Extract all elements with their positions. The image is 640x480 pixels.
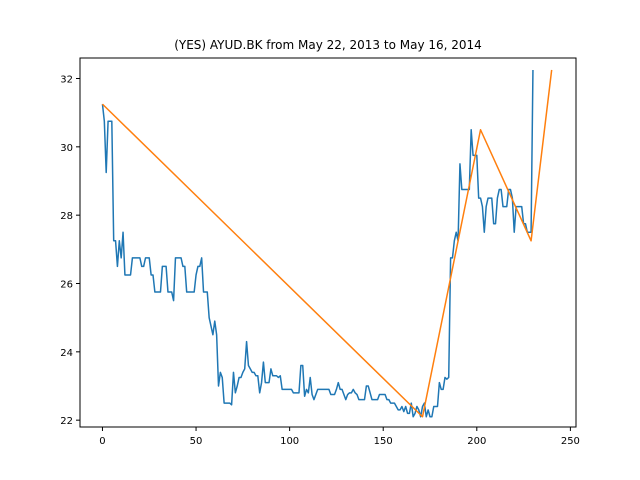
y-tick-label: 24 xyxy=(60,348,73,359)
y-tick-label: 26 xyxy=(60,280,73,291)
y-tick-label: 32 xyxy=(60,75,73,86)
y-tick-label: 28 xyxy=(60,211,73,222)
y-tick-label: 30 xyxy=(60,143,73,154)
y-axis: 22 24 26 28 30 32 xyxy=(60,75,80,427)
x-tick-label: 150 xyxy=(374,436,393,447)
x-tick-label: 0 xyxy=(99,436,105,447)
x-tick-label: 50 xyxy=(190,436,203,447)
series-line-2 xyxy=(101,69,553,418)
series-line-1 xyxy=(101,69,534,418)
x-tick-label: 100 xyxy=(280,436,299,447)
series-layer xyxy=(101,69,553,418)
x-tick-label: 250 xyxy=(561,436,580,447)
x-axis: 0 50 100 150 200 250 xyxy=(99,427,580,447)
y-tick-label: 22 xyxy=(60,416,73,427)
chart-title: (YES) AYUD.BK from May 22, 2013 to May 1… xyxy=(174,38,482,52)
x-tick-label: 200 xyxy=(467,436,486,447)
plot-frame xyxy=(79,57,577,428)
